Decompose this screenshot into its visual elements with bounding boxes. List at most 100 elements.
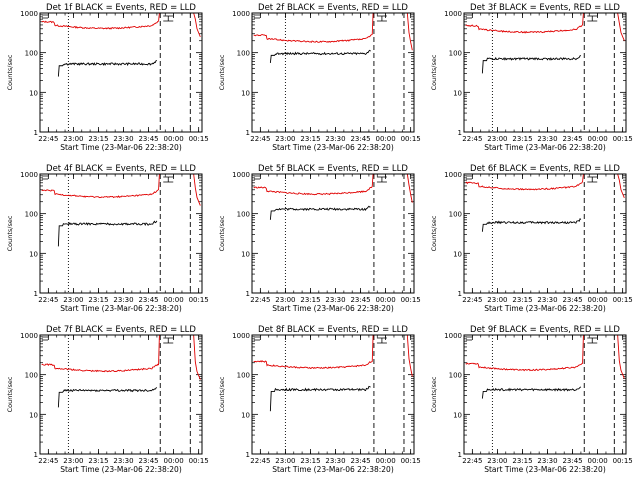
x-tick-label: 00:15 xyxy=(613,135,633,143)
corner-glyph xyxy=(466,336,472,341)
x-tick-label: 22:45 xyxy=(250,135,270,143)
plot-frame xyxy=(251,12,415,133)
x-axis-label: Start Time (23-Mar-06 22:38:20) xyxy=(60,304,182,313)
x-tick-label: 23:30 xyxy=(537,457,557,465)
x-tick-label: 23:30 xyxy=(325,457,345,465)
events-series-line xyxy=(269,205,371,220)
corner-glyph xyxy=(42,336,48,341)
x-tick-label: 00:15 xyxy=(401,135,421,143)
x-tick-label: 23:15 xyxy=(88,457,108,465)
y-tick-label: 100 xyxy=(25,211,38,219)
y-tick-label: 10 xyxy=(241,411,250,419)
corner-glyph xyxy=(254,336,260,341)
x-tick-label: 23:15 xyxy=(88,296,108,304)
x-tick-label: 23:45 xyxy=(138,296,158,304)
events-series-line xyxy=(57,60,157,77)
error-bar-glyph xyxy=(163,176,174,183)
x-tick-label: 00:15 xyxy=(401,296,421,304)
plot-frame xyxy=(39,334,203,455)
x-axis-label: Start Time (23-Mar-06 22:38:20) xyxy=(484,465,606,474)
y-tick-label: 100 xyxy=(449,211,462,219)
det-panel-5: Det 5f BLACK = Events, RED = LLD Counts/s… xyxy=(218,164,421,313)
x-tick-label: 23:45 xyxy=(562,296,582,304)
error-bar-glyph xyxy=(587,15,598,22)
lld-series-line xyxy=(253,173,374,196)
x-tick-label: 23:30 xyxy=(325,135,345,143)
x-tick-label: 00:00 xyxy=(588,457,608,465)
y-tick-label: 1 xyxy=(246,451,250,459)
plot-frame xyxy=(251,173,415,294)
x-tick-label: 23:00 xyxy=(487,457,507,465)
panel-title: Det 5f BLACK = Events, RED = LLD xyxy=(258,164,408,174)
y-tick-label: 1 xyxy=(458,290,462,298)
x-axis-label: Start Time (23-Mar-06 22:38:20) xyxy=(60,143,182,152)
x-tick-label: 23:00 xyxy=(487,135,507,143)
x-tick-label: 22:45 xyxy=(38,457,58,465)
y-tick-label: 10 xyxy=(241,89,250,97)
corner-glyph xyxy=(42,175,48,180)
x-tick-label: 23:30 xyxy=(537,296,557,304)
x-tick-label: 23:15 xyxy=(300,135,320,143)
panel-title: Det 9f BLACK = Events, RED = LLD xyxy=(470,325,620,335)
x-tick-label: 23:00 xyxy=(487,296,507,304)
x-tick-label: 23:30 xyxy=(113,296,133,304)
y-tick-label: 10 xyxy=(29,250,38,258)
x-tick-label: 23:45 xyxy=(562,457,582,465)
error-bar-glyph xyxy=(587,337,598,344)
y-axis-label: Counts/sec xyxy=(6,54,14,90)
y-axis-label: Counts/sec xyxy=(6,376,14,412)
error-bar-glyph xyxy=(376,176,387,183)
plot-frame xyxy=(39,173,203,294)
events-series-line xyxy=(481,386,582,399)
lld-series-line xyxy=(465,173,584,191)
x-tick-label: 23:00 xyxy=(63,296,83,304)
x-tick-label: 22:45 xyxy=(38,296,58,304)
x-tick-label: 22:45 xyxy=(462,457,482,465)
lld-series-tail xyxy=(193,12,201,38)
y-tick-label: 1000 xyxy=(444,10,462,18)
panel-title: Det 6f BLACK = Events, RED = LLD xyxy=(470,164,620,174)
y-tick-label: 10 xyxy=(453,250,462,258)
panel-title: Det 4f BLACK = Events, RED = LLD xyxy=(46,164,196,174)
x-tick-label: 00:00 xyxy=(376,457,396,465)
events-series-line xyxy=(269,385,371,412)
lld-series-tail xyxy=(406,12,413,51)
lld-series-tail xyxy=(193,173,201,206)
y-tick-label: 100 xyxy=(237,50,250,58)
x-tick-label: 00:15 xyxy=(189,135,209,143)
lld-series-tail xyxy=(193,334,201,380)
x-tick-label: 23:15 xyxy=(88,135,108,143)
corner-glyph xyxy=(254,14,260,19)
panel-title: Det 1f BLACK = Events, RED = LLD xyxy=(46,3,196,13)
y-tick-label: 10 xyxy=(453,411,462,419)
y-tick-label: 100 xyxy=(449,372,462,380)
det-panel-9: Det 9f BLACK = Events, RED = LLD Counts/s… xyxy=(430,325,633,474)
x-tick-label: 22:45 xyxy=(462,135,482,143)
y-tick-label: 10 xyxy=(29,89,38,97)
events-series-line xyxy=(57,220,158,247)
x-tick-label: 23:00 xyxy=(63,135,83,143)
x-axis-label: Start Time (23-Mar-06 22:38:20) xyxy=(484,143,606,152)
lld-series-tail xyxy=(617,173,625,199)
x-tick-label: 23:15 xyxy=(512,135,532,143)
lld-series-tail xyxy=(617,334,625,379)
x-tick-label: 23:45 xyxy=(138,457,158,465)
x-axis-label: Start Time (23-Mar-06 22:38:20) xyxy=(60,465,182,474)
events-series-line xyxy=(481,218,582,232)
y-tick-label: 1000 xyxy=(232,171,250,179)
x-tick-label: 23:15 xyxy=(512,296,532,304)
y-axis-label: Counts/sec xyxy=(430,54,438,90)
x-axis-label: Start Time (23-Mar-06 22:38:20) xyxy=(272,465,394,474)
det-panel-4: Det 4f BLACK = Events, RED = LLD Counts/s… xyxy=(6,164,209,313)
corner-glyph xyxy=(466,14,472,19)
panel-title: Det 2f BLACK = Events, RED = LLD xyxy=(258,3,408,13)
x-tick-label: 00:00 xyxy=(376,296,396,304)
x-tick-label: 00:15 xyxy=(613,296,633,304)
lld-series-line xyxy=(253,334,374,369)
plot-frame xyxy=(463,334,627,455)
plot-frame xyxy=(463,173,627,294)
x-tick-label: 23:30 xyxy=(325,296,345,304)
x-tick-label: 00:15 xyxy=(401,457,421,465)
y-tick-label: 1000 xyxy=(20,10,38,18)
x-tick-label: 22:45 xyxy=(462,296,482,304)
